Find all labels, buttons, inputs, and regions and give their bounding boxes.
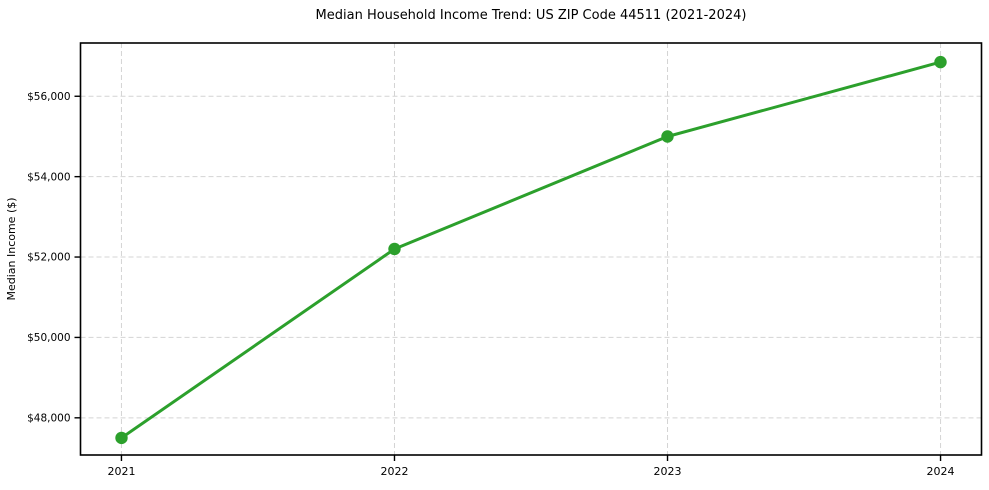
trend-line — [120, 60, 942, 440]
axes-box — [79, 42, 983, 456]
y-axis-label: Median Income ($) — [5, 197, 18, 300]
x-tick-label: 2022 — [380, 465, 408, 478]
chart-title: Median Household Income Trend: US ZIP Co… — [315, 8, 747, 23]
y-tick-label: $48,000 — [27, 412, 70, 424]
y-tick-label: $50,000 — [27, 332, 70, 344]
x-tick-label: 2021 — [107, 465, 135, 478]
x-tick-label: 2024 — [927, 465, 955, 478]
y-tick-label: $54,000 — [27, 171, 70, 183]
data-point-marker — [388, 242, 401, 256]
y-tick-label: $56,000 — [27, 91, 70, 103]
data-point-marker — [661, 130, 674, 143]
y-tick-label: $52,000 — [27, 252, 70, 264]
x-tick-label: 2023 — [654, 465, 682, 478]
data-point-marker — [934, 55, 947, 69]
data-point-marker — [115, 431, 128, 445]
